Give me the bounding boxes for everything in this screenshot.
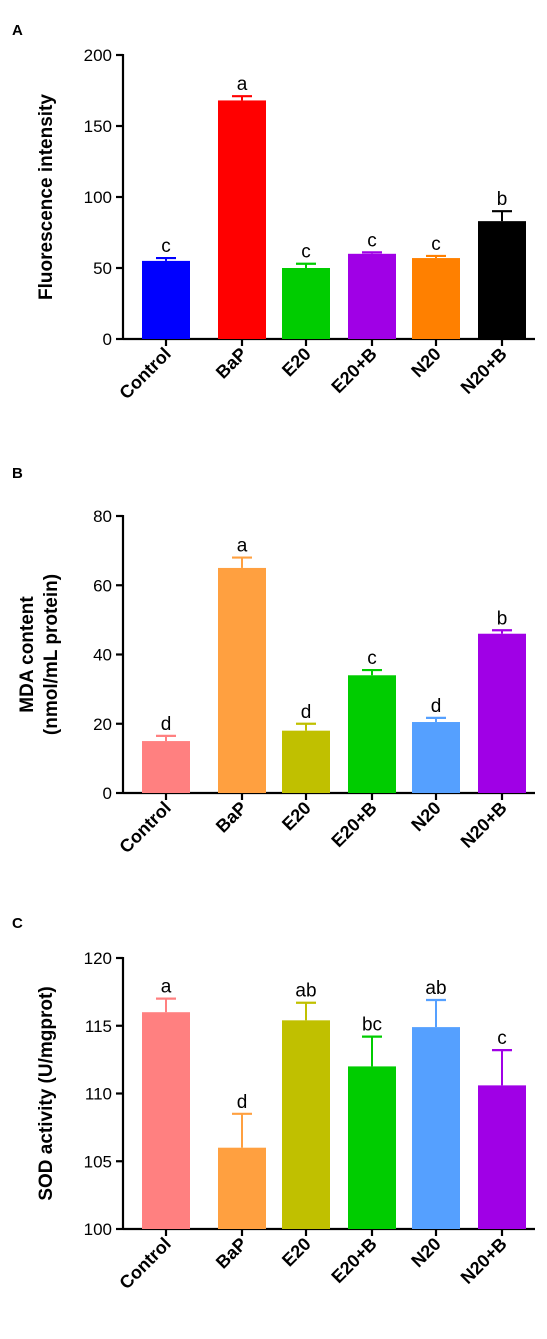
significance-letter: c (301, 242, 311, 263)
significance-letter: d (237, 1092, 248, 1113)
significance-letter: ab (425, 978, 446, 999)
y-tick-label: 105 (84, 1152, 112, 1171)
significance-letter: b (497, 608, 508, 629)
x-tick-label: E20+B (327, 344, 380, 397)
significance-letter: c (497, 1028, 507, 1049)
y-axis-label: MDA content (nmol/mL protein) (17, 574, 62, 735)
panel-letter: B (12, 465, 23, 482)
significance-letter: c (367, 230, 377, 251)
bar-control (142, 260, 190, 339)
x-tick-label: E20+B (327, 798, 380, 851)
significance-letter: d (161, 714, 172, 735)
x-tick-label: E20 (278, 344, 315, 381)
panel-letter: A (12, 22, 23, 39)
bar-bap (218, 1147, 266, 1229)
x-tick-label: E20 (278, 1234, 315, 1271)
x-tick-label: N20 (407, 344, 444, 381)
significance-letter: a (237, 536, 248, 557)
chart-panel-c: C SOD activity (U/mgprot) 100 105 110 115 120 a… (12, 915, 535, 1293)
y-axis-label: Fluorescence intensity (36, 94, 57, 300)
x-tick-label: Control (115, 1234, 174, 1293)
significance-letter: ab (295, 981, 316, 1002)
significance-letter: d (431, 696, 442, 717)
bar-bap (218, 100, 266, 339)
bar-n20-plusb (478, 633, 526, 793)
x-tick-label: E20+B (327, 1234, 380, 1287)
x-tick-label: BaP (212, 798, 251, 837)
significance-letter: d (301, 702, 312, 723)
y-tick-label: 100 (84, 1220, 112, 1239)
bar-n20 (412, 1027, 460, 1229)
x-tick-label: N20+B (457, 1234, 511, 1288)
bar-e20-plusb (348, 1066, 396, 1229)
x-tick-label: N20+B (457, 798, 511, 852)
x-tick-label: Control (115, 344, 174, 403)
y-tick-label: 40 (93, 646, 112, 665)
x-tick-label: Control (115, 798, 174, 857)
significance-letter: b (497, 189, 508, 210)
y-axis-label-line: (nmol/mL protein) (41, 574, 62, 735)
bar-e20 (282, 268, 330, 339)
y-tick-label: 80 (93, 507, 112, 526)
x-tick-label: N20+B (457, 344, 511, 398)
bar-e20-plusb (348, 253, 396, 339)
significance-letter: c (431, 234, 441, 255)
bar-e20 (282, 1020, 330, 1229)
y-tick-label: 200 (84, 46, 112, 65)
y-tick-label: 60 (93, 576, 112, 595)
chart-panel-a: A Fluorescence intensity 0 50 100 150 200 c Cont… (12, 22, 535, 403)
y-axis-label-line: Fluorescence intensity (36, 94, 57, 300)
significance-letter: c (367, 648, 377, 669)
y-tick-label: 20 (93, 715, 112, 734)
y-tick-label: 0 (103, 330, 112, 349)
x-tick-label: N20 (407, 1234, 444, 1271)
y-axis-label-line: SOD activity (U/mgprot) (36, 986, 57, 1200)
significance-letter: a (237, 74, 248, 95)
chart-panel-b: B MDA content (nmol/mL protein) 0 20 40 60 80 d C… (12, 465, 535, 857)
bar-n20 (412, 722, 460, 793)
y-tick-label: 120 (84, 949, 112, 968)
y-tick-label: 100 (84, 188, 112, 207)
bar-control (142, 741, 190, 793)
bar-e20 (282, 730, 330, 793)
y-axis-label: SOD activity (U/mgprot) (36, 986, 57, 1200)
x-tick-label: BaP (212, 344, 251, 383)
y-tick-label: 50 (93, 259, 112, 278)
bar-e20-plusb (348, 675, 396, 793)
y-axis-label-line: MDA content (17, 596, 38, 713)
x-tick-label: N20 (407, 798, 444, 835)
significance-letter: a (161, 977, 172, 998)
bar-bap (218, 567, 266, 793)
y-tick-label: 150 (84, 117, 112, 136)
panel-letter: C (12, 915, 23, 932)
x-tick-label: E20 (278, 798, 315, 835)
x-tick-label: BaP (212, 1234, 251, 1273)
y-tick-label: 110 (85, 1085, 112, 1104)
bar-control (142, 1012, 190, 1229)
significance-letter: c (161, 236, 171, 257)
bar-n20 (412, 258, 460, 339)
bar-n20-plusb (478, 221, 526, 339)
bar-n20-plusb (478, 1085, 526, 1229)
y-tick-label: 115 (85, 1017, 112, 1036)
significance-letter: bc (362, 1015, 382, 1036)
y-tick-label: 0 (103, 784, 112, 803)
